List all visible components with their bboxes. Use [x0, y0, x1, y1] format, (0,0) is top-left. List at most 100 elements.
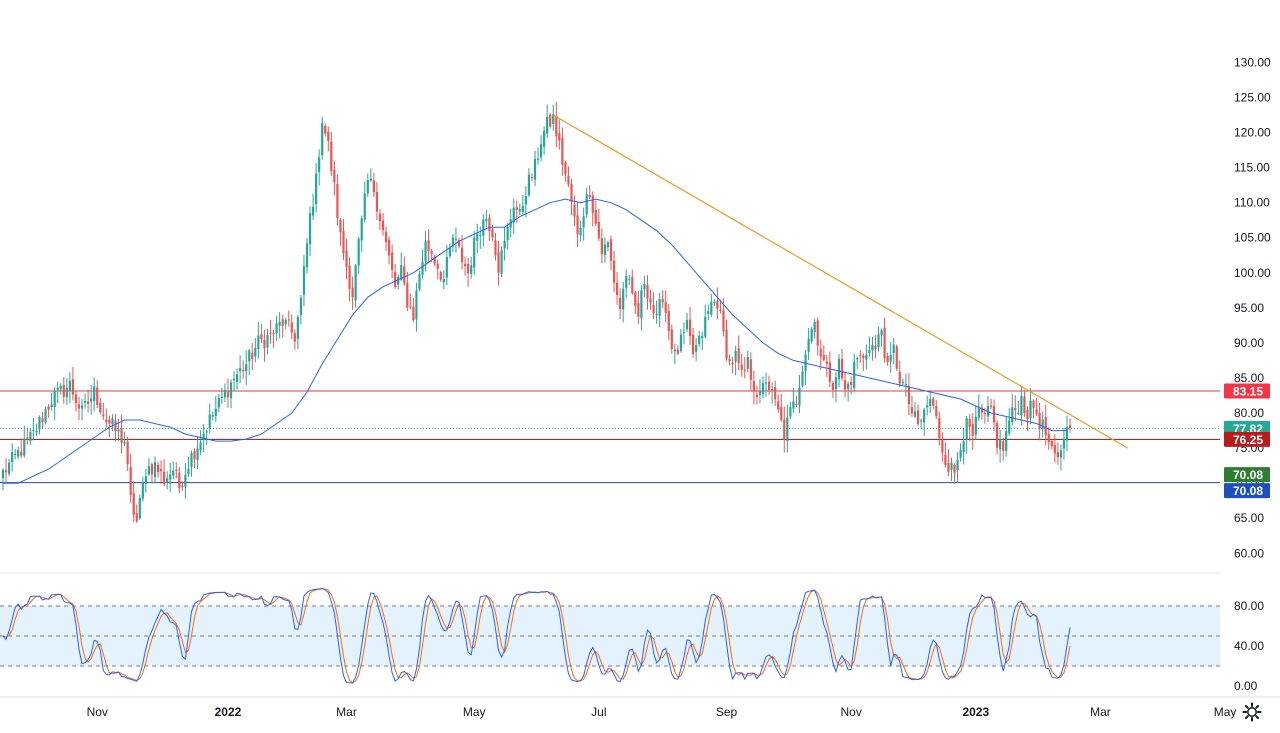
candle-body [609, 239, 613, 261]
candle-body [159, 469, 163, 472]
candle-body [1050, 440, 1053, 447]
candle-body [14, 453, 17, 455]
candle-body [181, 485, 184, 488]
candle-body [670, 329, 673, 349]
candle-body [865, 354, 868, 360]
descending-trendline[interactable] [552, 114, 1129, 449]
candle-body [646, 284, 649, 299]
trend-layer[interactable] [552, 114, 1129, 449]
candle-body [375, 192, 379, 212]
candle-body [500, 250, 503, 274]
candle-body [232, 378, 236, 381]
time-axis[interactable]: Nov 2022 Mar May Jul Sep Nov 2023 Mar May [87, 705, 1237, 719]
candle-body [983, 412, 987, 414]
candle-body [837, 358, 841, 380]
candle-body [695, 345, 698, 352]
candle-body [710, 302, 713, 315]
candle-body [74, 394, 78, 404]
candle-body [974, 416, 977, 435]
candle-body [570, 184, 573, 203]
candle-body [217, 397, 220, 408]
candle-body [655, 313, 658, 316]
candle-body [473, 237, 476, 268]
candle-body [576, 215, 579, 235]
candle-body [603, 244, 607, 256]
candle-body [536, 158, 540, 160]
candle-body [962, 441, 965, 453]
candle-body [284, 320, 287, 325]
candle-body [579, 227, 582, 236]
candle-body [305, 243, 309, 268]
candle-body [530, 177, 534, 179]
candle-body [381, 220, 385, 231]
candle-body [612, 260, 616, 283]
grid-layer [0, 572, 1280, 698]
candle-body [175, 469, 178, 471]
candle-body [713, 301, 716, 303]
candle-body [403, 266, 406, 284]
candle-body [512, 207, 515, 223]
candle-body [482, 219, 485, 236]
candle-body [777, 401, 780, 410]
candle-body [965, 418, 968, 440]
candle-body [637, 303, 640, 317]
price-tick-label: 60.00 [1234, 546, 1264, 560]
candle-body [555, 115, 558, 137]
candle-body [828, 362, 831, 382]
candle-body [26, 437, 29, 439]
candle-body [649, 298, 652, 303]
time-tick-label: Nov [840, 705, 861, 719]
candle-body [4, 470, 8, 473]
candle-body [740, 364, 743, 370]
candle-body [619, 297, 622, 310]
candle-body [448, 248, 451, 257]
candle-body [1056, 452, 1059, 458]
candle-body [622, 288, 625, 310]
candle-body [491, 228, 494, 238]
candle-body [923, 409, 926, 423]
candle-body [701, 335, 704, 339]
candle-body [369, 178, 372, 181]
candle-body [311, 206, 315, 216]
time-tick-label: Sep [716, 705, 738, 719]
candle-body [226, 391, 230, 398]
candle-body [506, 227, 509, 240]
candle-body [959, 450, 962, 458]
candle-body [956, 460, 959, 471]
candle-body [394, 272, 397, 288]
candle-body [406, 282, 409, 308]
candle-body [771, 388, 774, 391]
stochastic-tick-label: 40.00 [1234, 639, 1264, 653]
candle-body [625, 276, 628, 288]
candle-body [460, 247, 464, 263]
candle-body [172, 470, 175, 476]
candle-body [810, 329, 813, 342]
candle-body [1029, 400, 1032, 419]
candle-body [926, 405, 929, 408]
candle-body [479, 235, 482, 237]
candle-body [44, 409, 47, 423]
candle-body [339, 219, 342, 233]
candle-body [755, 394, 759, 398]
gear-icon[interactable] [1241, 701, 1263, 723]
candle-body [248, 350, 251, 362]
candle-body [272, 333, 275, 335]
candle-body [65, 387, 68, 397]
candle-body [384, 231, 388, 243]
candle-body [707, 311, 710, 315]
candle-body [1053, 445, 1056, 454]
candle-body [120, 428, 123, 443]
candle-body [308, 213, 312, 245]
price-label-box [1224, 467, 1270, 483]
candle-body [907, 385, 911, 405]
candle-body [682, 331, 686, 333]
candle-body [296, 317, 299, 339]
candle-body [351, 287, 354, 298]
candle-body [117, 429, 120, 432]
candle-body [166, 478, 169, 483]
candle-body [53, 391, 56, 408]
candle-body [199, 442, 202, 451]
candle-body [467, 264, 470, 274]
